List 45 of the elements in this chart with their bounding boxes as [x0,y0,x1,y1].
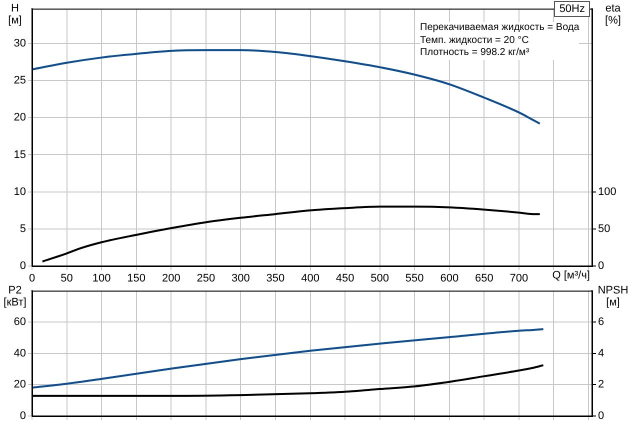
y-tick-label: 10 [14,186,26,198]
y2-tick-label: 50 [598,222,610,235]
y-tick-label: 5 [20,222,26,235]
y2-tick-label: 4 [598,347,604,360]
y-tick-label: 20 [14,112,26,124]
y2-axis-title: NPSH [м] [598,284,628,309]
y2-tick-label: 0 [598,260,604,272]
x-tick-label: 700 [510,272,528,285]
x-tick-label: 500 [370,272,390,285]
x-tick-label: 400 [301,272,320,285]
x-tick-label: 350 [266,272,285,285]
annotation: Темп. жидкости = 20 °C [420,34,530,47]
x-tick-label: 650 [474,272,494,285]
y2-tick-label: 6 [598,316,604,328]
y-tick-label: 25 [14,74,26,87]
y-axis-title: H [м] [8,2,22,27]
y2-axis-title: eta [%] [605,2,622,27]
y-tick-label: 60 [14,316,26,328]
y2-tick-label: 2 [598,378,604,391]
y-axis-title: P2 [кВт] [4,284,26,309]
y2-tick-label: 0 [598,410,604,422]
y-tick-label: 0 [20,260,26,272]
x-axis-title: Q [м³/ч] [552,270,590,282]
y-tick-label: 15 [14,148,26,161]
line-series [32,49,541,125]
line-series [32,328,544,389]
x-tick-label: 0 [28,272,36,285]
x-tick-label: 100 [92,272,111,285]
y2-tick-label: 100 [598,186,616,198]
x-tick-label: 550 [405,272,424,285]
y-tick-label: 20 [14,378,26,391]
x-tick-label: 150 [127,272,146,285]
x-tick-label: 250 [196,272,216,285]
annotation: Плотность = 998.2 кг/м³ [420,47,530,60]
annotation: Перекачиваемая жидкость = Вода [420,22,580,34]
x-tick-label: 450 [336,272,354,285]
y-tick-label: 0 [20,410,26,422]
x-tick-label: 600 [440,272,459,285]
x-tick-label: 200 [162,272,180,285]
chart-title: 50Hz [554,1,590,17]
line-series [41,206,541,263]
y-tick-label: 30 [14,37,26,50]
x-tick-label: 300 [232,272,250,285]
y-tick-label: 40 [14,347,26,360]
x-tick-label: 50 [60,272,73,285]
